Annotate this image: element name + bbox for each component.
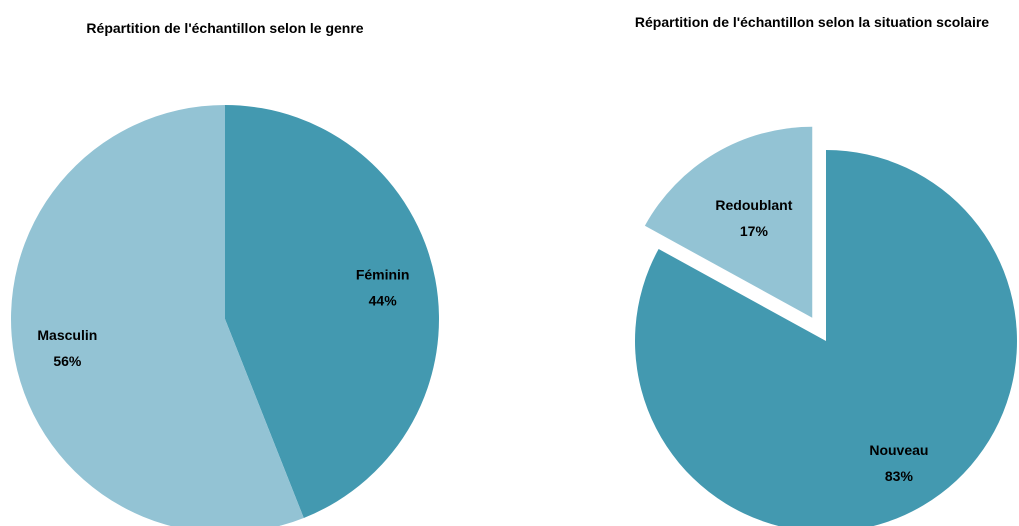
slice-label: Féminin xyxy=(356,267,410,283)
slice-value: 56% xyxy=(53,353,82,369)
pie-slice xyxy=(644,126,813,318)
slice-label: Nouveau xyxy=(869,442,928,458)
pie-slice xyxy=(11,105,304,526)
slice-label: Masculin xyxy=(37,327,97,343)
pie-slice xyxy=(225,105,439,518)
slice-value: 17% xyxy=(740,223,769,239)
chart-title: Répartition de l'échantillon selon la si… xyxy=(634,14,990,30)
slice-value: 44% xyxy=(369,293,398,309)
pie-slice xyxy=(635,150,1017,526)
slice-value: 83% xyxy=(885,468,914,484)
chart-title: Répartition de l'échantillon selon le ge… xyxy=(86,20,364,36)
slice-label: Redoublant xyxy=(715,197,792,213)
